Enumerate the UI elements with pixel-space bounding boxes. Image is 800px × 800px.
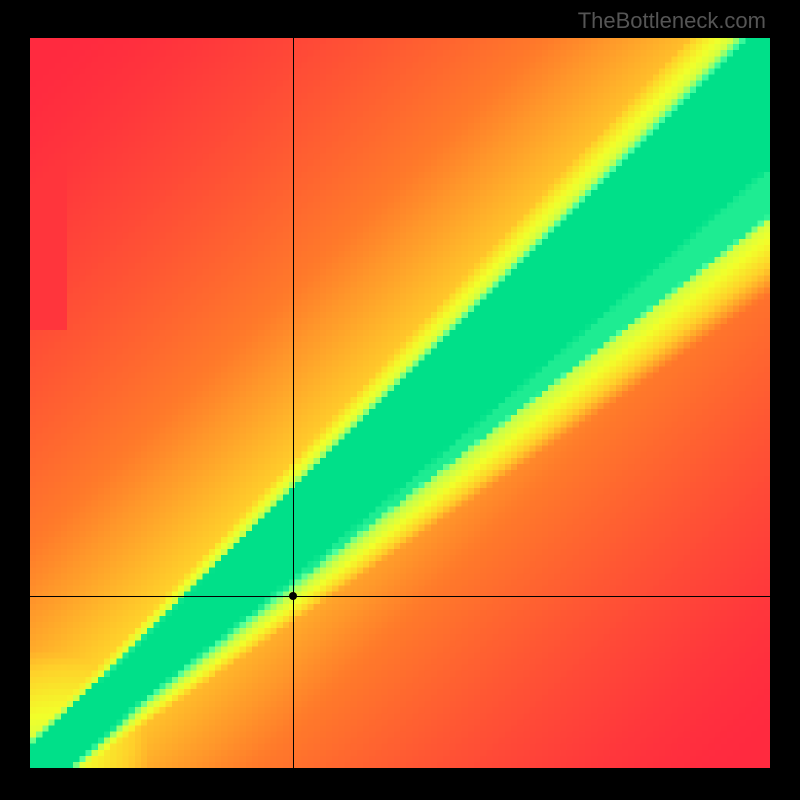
watermark-text: TheBottleneck.com <box>578 8 766 34</box>
heatmap-canvas <box>30 38 770 768</box>
crosshair-vertical <box>293 38 294 768</box>
bottleneck-heatmap <box>30 38 770 768</box>
selected-point <box>289 592 297 600</box>
crosshair-horizontal <box>30 596 770 597</box>
